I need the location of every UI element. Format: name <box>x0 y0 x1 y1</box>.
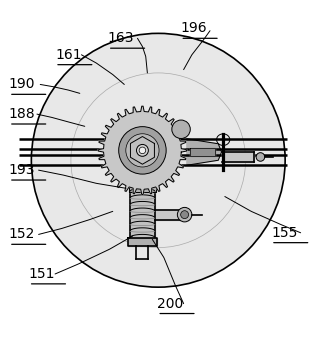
Text: 190: 190 <box>9 78 35 91</box>
Text: 193: 193 <box>9 163 35 177</box>
Circle shape <box>136 145 148 156</box>
Circle shape <box>139 147 146 154</box>
Text: 188: 188 <box>9 107 35 121</box>
Polygon shape <box>130 191 155 238</box>
Circle shape <box>31 33 285 287</box>
Polygon shape <box>190 148 215 156</box>
Polygon shape <box>128 238 157 246</box>
Circle shape <box>119 127 166 174</box>
Circle shape <box>177 207 192 222</box>
Circle shape <box>126 134 159 167</box>
Polygon shape <box>98 106 187 194</box>
Text: 196: 196 <box>180 22 207 35</box>
Polygon shape <box>187 139 221 165</box>
Circle shape <box>172 120 190 139</box>
Circle shape <box>181 211 189 219</box>
Text: 151: 151 <box>29 267 55 281</box>
Polygon shape <box>130 136 155 164</box>
Text: 155: 155 <box>271 226 297 240</box>
Text: 152: 152 <box>9 227 35 241</box>
Polygon shape <box>221 152 255 162</box>
Text: 161: 161 <box>55 48 82 62</box>
Circle shape <box>256 153 265 161</box>
Polygon shape <box>155 210 188 220</box>
Text: 200: 200 <box>157 297 183 311</box>
Polygon shape <box>128 186 156 191</box>
Text: 163: 163 <box>108 31 134 45</box>
